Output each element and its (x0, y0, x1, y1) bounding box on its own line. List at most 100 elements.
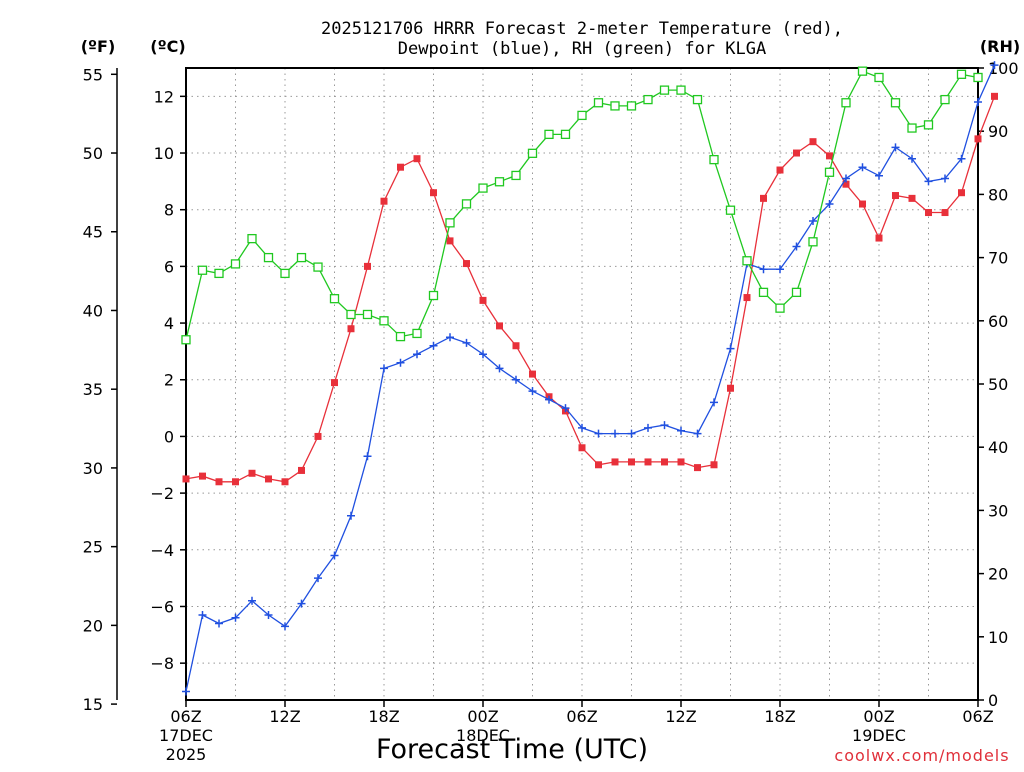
rh-tick-label: 70 (988, 249, 1008, 268)
rh-point (676, 85, 686, 95)
rh-point (626, 101, 637, 111)
rh-point (346, 309, 356, 320)
dewpoint-point (314, 574, 322, 583)
credit-text: coolwx.com/models (834, 746, 1009, 765)
dewpoint-point (231, 613, 240, 622)
x-tick-label: 06Z (962, 707, 993, 726)
fahrenheit-unit-label: (ºF) (81, 37, 116, 56)
rh-point (709, 154, 719, 165)
dewpoint-point (248, 596, 256, 605)
rh-point (428, 290, 439, 301)
rh-point (230, 259, 241, 269)
axes-layer: −8−6−4−202468101215202530354045505501020… (83, 59, 1019, 764)
fahrenheit-tick-label: 50 (83, 144, 103, 163)
x-tick-label: 06Z (170, 707, 201, 726)
dewpoint-point (495, 364, 504, 373)
rh-point (214, 268, 224, 279)
2-meter-temperature-point (232, 478, 239, 486)
rh-point (247, 233, 257, 244)
rh-point (577, 110, 587, 121)
rh-point (445, 218, 455, 228)
rh-tick-label: 10 (988, 628, 1008, 647)
celsius-tick-label: 6 (164, 257, 174, 276)
rh-point (659, 85, 670, 95)
rh-point (907, 123, 917, 133)
rh-point (890, 98, 901, 108)
2-meter-temperature-point (991, 92, 998, 100)
2-meter-temperature-point (496, 322, 503, 330)
2-meter-temperature-point (727, 384, 734, 392)
dewpoint-point (429, 341, 438, 350)
x-tick-label: 18Z (764, 707, 795, 726)
2-meter-temperature-point (512, 342, 520, 350)
2-meter-temperature-point (809, 138, 817, 146)
rh-tick-label: 90 (988, 122, 1008, 141)
dewpoint-point (759, 265, 768, 274)
dewpoint-point (297, 599, 306, 608)
x-tick-label: 00Z (863, 707, 894, 726)
dewpoint-point (396, 358, 405, 367)
2-meter-temperature-point (875, 234, 883, 242)
2-meter-temperature-point (314, 432, 322, 440)
fahrenheit-tick-label: 35 (83, 380, 103, 399)
x-tick-label: 12Z (665, 707, 696, 726)
2-meter-temperature-point (974, 135, 982, 143)
2-meter-temperature-point (397, 163, 404, 171)
dewpoint-point (941, 174, 949, 183)
2-meter-temperature-point (760, 194, 767, 202)
2-meter-temperature-point (380, 197, 388, 205)
2-meter-temperature-point (446, 237, 454, 245)
rh-point (973, 72, 983, 83)
2-meter-temperature-point (199, 472, 206, 480)
rh-point (824, 167, 835, 177)
2-meter-temperature-point (463, 260, 470, 268)
rh-point (395, 331, 406, 342)
rh-point (742, 256, 752, 266)
dewpoint-point (660, 421, 669, 430)
celsius-tick-label: −4 (150, 541, 174, 560)
x-tick-label: 12Z (269, 707, 300, 726)
dewpoint-point (924, 177, 933, 186)
rh-point (263, 252, 274, 263)
2-meter-temperature-point (182, 475, 190, 483)
x-tick-label: 18Z (368, 707, 399, 726)
2-meter-temperature-point (479, 296, 487, 304)
dewpoint-point (380, 364, 388, 373)
dewpoint-point (710, 398, 718, 407)
rh-point (874, 72, 884, 83)
2-meter-temperature-point (265, 475, 272, 483)
dewpoint-point (545, 395, 553, 404)
dewpoint-point (264, 610, 273, 619)
dewpoint-point (957, 154, 966, 163)
celsius-tick-label: 2 (164, 371, 174, 390)
chart-title-line1: 2025121706 HRRR Forecast 2-meter Tempera… (321, 19, 843, 39)
rh-point (461, 199, 472, 209)
2-meter-temperature-point (826, 152, 833, 160)
celsius-tick-label: 0 (164, 427, 174, 446)
chart-title-line2: Dewpoint (blue), RH (green) for KLGA (398, 39, 766, 59)
2-meter-temperature-point (281, 478, 289, 486)
rh-point (940, 94, 950, 105)
dewpoint-point (809, 217, 817, 226)
2-meter-temperature-point (248, 469, 256, 477)
rh-point (560, 129, 571, 140)
x-tick-year-label: 2025 (166, 745, 207, 764)
dewpoint-point (198, 610, 207, 619)
celsius-tick-label: −8 (150, 654, 174, 673)
grid-layer (186, 68, 978, 700)
rh-tick-label: 100 (988, 59, 1019, 78)
rh-point (197, 265, 208, 275)
2-meter-temperature-point (628, 458, 635, 466)
celsius-unit-label: (ºC) (150, 37, 185, 56)
dewpoint-point (858, 163, 867, 172)
2-meter-temperature-point (892, 192, 899, 200)
rh-point (379, 316, 389, 326)
celsius-tick-label: 12 (154, 87, 174, 106)
dewpoint-point (842, 174, 850, 183)
dewpoint-point (182, 687, 190, 696)
dewpoint-point (627, 429, 636, 438)
x-tick-label: 06Z (566, 707, 597, 726)
fahrenheit-tick-label: 40 (83, 301, 103, 320)
